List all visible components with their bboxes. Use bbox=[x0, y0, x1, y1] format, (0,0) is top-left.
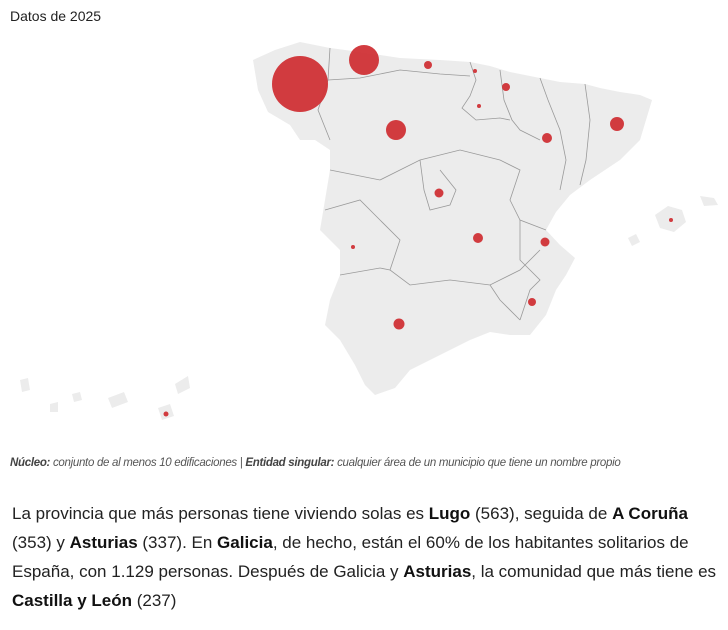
bubble bbox=[351, 245, 355, 249]
text: , de hecho, están el 60% de los habitant… bbox=[12, 533, 689, 581]
bubble bbox=[542, 133, 552, 143]
bubble bbox=[272, 56, 328, 112]
map-title: Datos de 2025 bbox=[10, 8, 102, 24]
bold-lugo: Lugo bbox=[428, 504, 471, 523]
text: (237) bbox=[131, 591, 177, 610]
note-def-nucleo: conjunto de al menos 10 edificaciones | bbox=[50, 457, 246, 469]
spain-mainland bbox=[253, 42, 652, 395]
text: , la comunidad que más tiene es bbox=[471, 562, 717, 581]
bubble bbox=[540, 237, 550, 247]
bubble bbox=[669, 218, 673, 222]
menorca bbox=[700, 196, 718, 206]
spain-bubble-map bbox=[20, 42, 718, 420]
bubble bbox=[473, 69, 477, 73]
bubble bbox=[386, 120, 406, 140]
bold-a-coruna: A Coruña bbox=[612, 504, 688, 523]
footnote: Núcleo: conjunto de al menos 10 edificac… bbox=[10, 457, 621, 469]
bubble bbox=[434, 188, 444, 198]
tenerife bbox=[108, 392, 128, 408]
note-term-entidad: Entidad singular: bbox=[245, 457, 335, 469]
canarias-west bbox=[20, 378, 82, 412]
bubbles bbox=[163, 45, 673, 417]
bubble bbox=[393, 318, 405, 330]
bold-castilla-y-leon: Castilla y León bbox=[12, 591, 132, 610]
note-term-nucleo: Núcleo: bbox=[10, 457, 51, 469]
text: La provincia que más personas tiene vivi… bbox=[12, 504, 429, 523]
ibiza bbox=[628, 234, 640, 246]
canarias-east bbox=[175, 376, 190, 394]
bubble bbox=[477, 104, 481, 108]
bubble bbox=[610, 117, 624, 131]
text: (337). En bbox=[137, 533, 218, 552]
bubble bbox=[473, 233, 483, 243]
bold-asturias: Asturias bbox=[69, 533, 138, 552]
region-borders bbox=[317, 47, 591, 321]
note-def-entidad: cualquier área de un municipio que tiene… bbox=[334, 457, 621, 469]
bubble bbox=[163, 411, 169, 417]
bubble bbox=[424, 61, 432, 69]
bold-asturias-2: Asturias bbox=[403, 562, 472, 581]
text: (353) y bbox=[12, 533, 70, 552]
bubble bbox=[528, 298, 536, 306]
bubble bbox=[349, 45, 379, 75]
bubble bbox=[502, 83, 510, 91]
land bbox=[20, 42, 718, 420]
bold-galicia: Galicia bbox=[217, 533, 273, 552]
text: (563), seguida de bbox=[470, 504, 613, 523]
body-paragraph: La provincia que más personas tiene vivi… bbox=[12, 499, 718, 615]
